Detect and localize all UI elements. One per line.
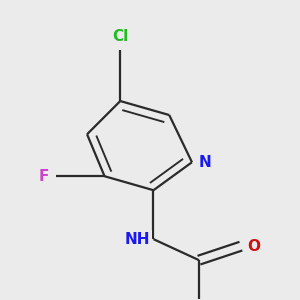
Text: NH: NH <box>124 232 150 247</box>
Text: Cl: Cl <box>112 29 128 44</box>
Text: F: F <box>39 169 49 184</box>
Text: NH: NH <box>124 232 150 247</box>
Text: Cl: Cl <box>112 29 128 44</box>
Text: N: N <box>198 155 211 170</box>
Text: O: O <box>247 239 260 254</box>
Text: F: F <box>39 169 49 184</box>
Text: O: O <box>247 239 260 254</box>
Text: N: N <box>198 155 211 170</box>
